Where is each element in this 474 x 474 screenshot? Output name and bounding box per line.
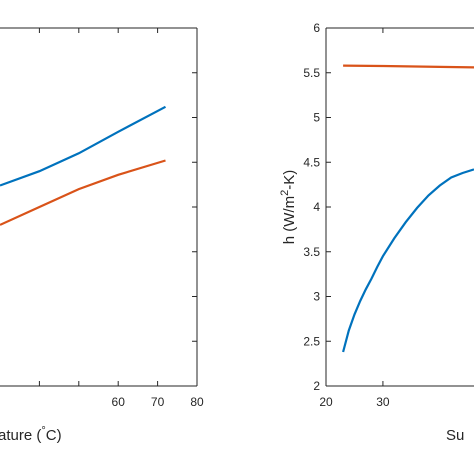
right-ylabel-tail: -K) [281,170,298,190]
right-y-tick-label: 4.5 [303,155,320,169]
left-x-tick-label: 60 [112,395,126,409]
right-y-tick-label: 2.5 [303,334,320,348]
left-ticks-group: 60 70 80 [38,27,204,409]
left-axes [0,27,198,387]
right-ylabel-sup: 2 [279,190,291,196]
right-x-tick-label: 20 [319,395,333,409]
left-series-group [0,105,167,226]
right-x-tick-label: 30 [376,395,390,409]
right-ylabel-base: h (W/m [281,196,298,244]
left-x-tick-label: 80 [190,395,204,409]
right-series-line-1 [343,64,474,69]
right-ticks-group: 2 2.5 3 3.5 4 4.5 5 5.5 6 20 30 [303,21,390,409]
left-x-axis-label: ature (°C) [0,425,62,444]
left-series-line-1 [0,105,167,187]
right-series-line-2 [342,168,474,353]
left-plot: 60 70 80 ature (°C) [0,27,204,444]
right-y-tick-label: 3.5 [303,245,320,259]
left-x-tick-label: 70 [151,395,165,409]
right-y-axis-label: h (W/m2-K) [279,170,298,244]
right-y-tick-label: 6 [313,21,320,35]
right-y-tick-label: 4 [313,200,320,214]
right-x-axis-label: Su [446,427,464,444]
right-y-tick-label: 5.5 [303,66,320,80]
right-y-tick-label: 2 [313,379,320,393]
left-series-line-2 [0,159,166,226]
right-y-tick-label: 3 [313,290,320,304]
left-xlabel-degree: ° [41,425,45,437]
right-y-tick-label: 5 [313,111,320,125]
left-xlabel-suffix: C) [46,427,62,444]
right-series-group [342,64,474,353]
left-xlabel-prefix: ature ( [0,427,41,444]
